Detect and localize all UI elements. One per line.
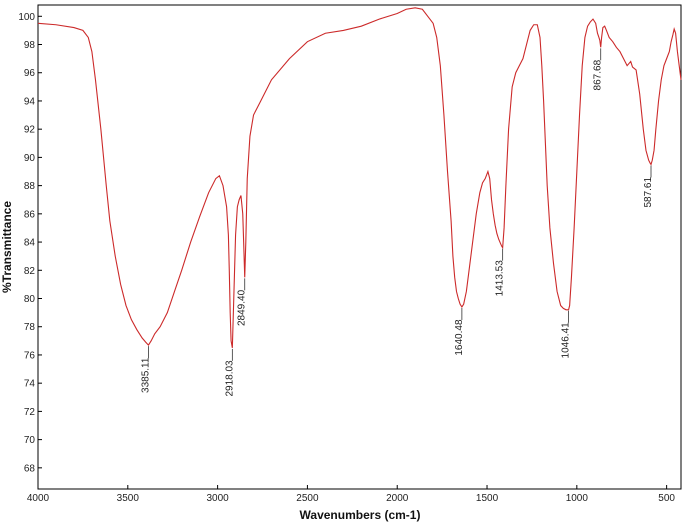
peak-label: 1640.48 — [454, 319, 465, 356]
x-tick-label: 3500 — [117, 493, 140, 504]
peak-label: 1046.41 — [561, 322, 572, 359]
y-tick-label: 68 — [24, 463, 36, 474]
y-tick-label: 98 — [24, 40, 36, 51]
y-axis-title: %Transmittance — [0, 201, 14, 293]
y-tick-label: 74 — [24, 379, 36, 390]
y-tick-label: 96 — [24, 68, 36, 79]
x-tick-label: 4000 — [27, 493, 50, 504]
y-tick-label: 88 — [24, 181, 36, 192]
x-tick-label: 500 — [658, 493, 675, 504]
peak-label: 2849.40 — [237, 289, 248, 326]
y-tick-label: 76 — [24, 350, 36, 361]
x-tick-label: 2000 — [386, 493, 409, 504]
x-axis: 4000 3500 3000 2500 2000 1500 1000 500 — [27, 485, 675, 504]
peak-label: 1413.53 — [495, 260, 506, 297]
x-tick-label: 1000 — [566, 493, 589, 504]
spectrum-line — [37, 7, 682, 348]
y-tick-label: 78 — [24, 322, 36, 333]
peak-label: 3385.11 — [140, 357, 151, 393]
y-tick-label: 94 — [24, 96, 36, 107]
y-tick-label: 84 — [24, 238, 36, 249]
y-tick-label: 90 — [24, 153, 36, 164]
y-tick-label: 86 — [24, 209, 36, 220]
peak-label: 587.61 — [643, 177, 654, 208]
y-axis: 68 70 72 74 76 78 80 82 84 86 88 90 92 94 96 98 100 — [18, 12, 42, 474]
peak-label: 867.68 — [593, 59, 604, 90]
y-tick-label: 100 — [18, 12, 35, 23]
y-tick-label: 70 — [24, 435, 36, 446]
x-axis-title: Wavenumbers (cm-1) — [300, 508, 421, 522]
peak-label: 2918.03 — [224, 360, 235, 397]
y-tick-label: 82 — [24, 266, 36, 277]
y-tick-label: 80 — [24, 294, 36, 305]
plot-frame — [37, 4, 682, 490]
y-tick-label: 92 — [24, 125, 36, 136]
y-tick-label: 72 — [24, 407, 36, 418]
x-tick-label: 3000 — [206, 493, 229, 504]
peak-annotations: 3385.11 2918.03 2849.40 1640.48 1413.53 1046.… — [140, 48, 654, 397]
x-tick-label: 1500 — [476, 493, 499, 504]
x-tick-label: 2500 — [296, 493, 319, 504]
